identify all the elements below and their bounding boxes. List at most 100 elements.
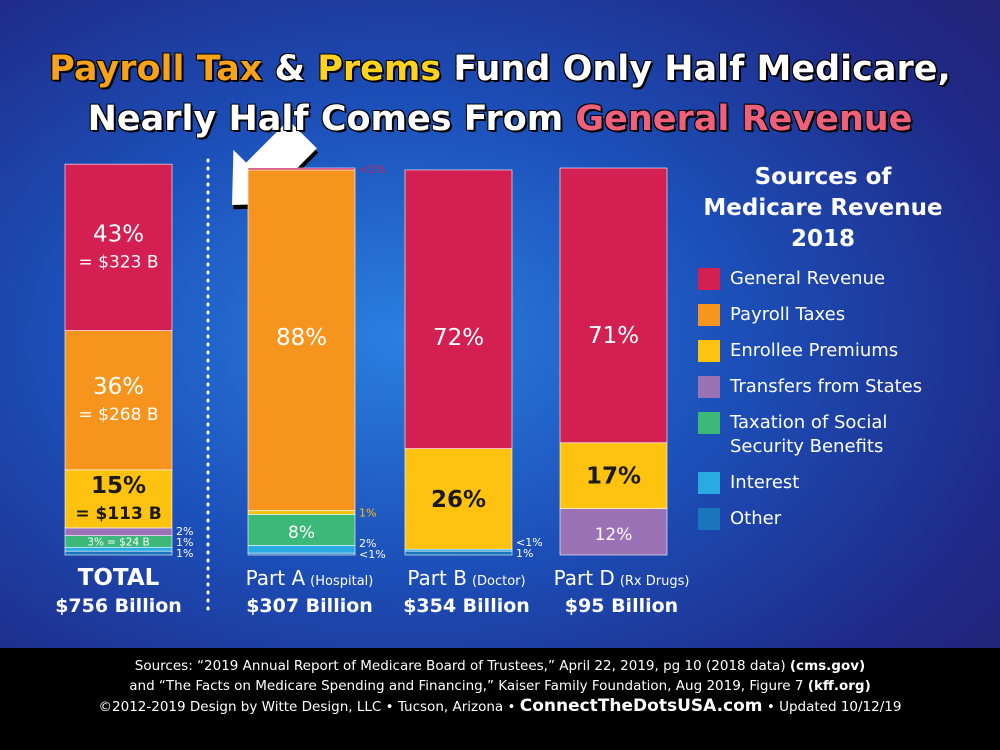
bar-segment (247, 167, 356, 171)
bar-segment (404, 550, 513, 556)
bar-segment (247, 169, 356, 511)
data-label: 1% (359, 506, 376, 519)
amount-label: = $323 B (79, 252, 159, 272)
legend-item: Interest (698, 471, 968, 495)
legend-swatch (698, 508, 720, 530)
legend-label: Taxation of Social Security Benefits (730, 412, 888, 457)
data-label: 2% (359, 537, 376, 550)
data-label-amount: = $24 B (107, 536, 150, 548)
category-label: TOTAL (78, 565, 160, 591)
data-label: 88% (276, 325, 327, 351)
footer: Sources: “2019 Annual Report of Medicare… (0, 648, 1000, 750)
category-label: Part B (Doctor) (407, 566, 525, 590)
data-label: 43% (93, 221, 144, 247)
title-part: Prems (317, 49, 442, 89)
data-label: <1% (516, 536, 543, 549)
data-label: 8% (288, 523, 315, 543)
title-line: Payroll Tax & Prems Fund Only Half Medic… (0, 44, 1000, 94)
legend-swatch (698, 304, 720, 326)
title-part: General Revenue (575, 99, 913, 139)
category-total: $354 Billion (403, 595, 530, 617)
category-total: $95 Billion (565, 595, 678, 617)
bar-segment (559, 167, 668, 444)
legend-item: Transfers from States (698, 375, 968, 399)
source-line: Sources: “2019 Annual Report of Medicare… (0, 656, 1000, 676)
legend: Sources of Medicare Revenue 2018 General… (698, 162, 968, 543)
bar-segment (404, 448, 513, 550)
title-part: Fund Only Half Medicare, (441, 49, 951, 89)
bar-segment (64, 527, 173, 536)
data-label: 1% (176, 547, 193, 560)
category-note: (Doctor) (472, 574, 526, 589)
data-label: 17% (586, 464, 641, 490)
legend-label: Payroll Taxes (730, 304, 846, 325)
title-part: Nearly Half Comes From (87, 99, 576, 139)
bar-segment (247, 514, 356, 546)
data-label: 12% (595, 525, 633, 545)
legend-label: General Revenue (730, 268, 886, 289)
legend-label: Enrollee Premiums (730, 340, 899, 361)
title: Payroll Tax & Prems Fund Only Half Medic… (0, 44, 1000, 144)
amount-label: = $113 B (75, 504, 161, 524)
bar-segment (559, 508, 668, 556)
legend-swatch (698, 412, 720, 434)
data-label: 71% (588, 323, 639, 349)
legend-item: Taxation of Social Security Benefits (698, 411, 968, 459)
source-line: ©2012-2019 Design by Witte Design, LLC •… (0, 696, 1000, 717)
category-total: $756 Billion (55, 595, 182, 617)
bar-segment (404, 169, 513, 449)
category-total: $307 Billion (246, 595, 373, 617)
source-part: (kff.org) (807, 678, 871, 694)
data-label: 15% (91, 473, 146, 499)
source-part: ConnectTheDotsUSA.com (519, 696, 763, 716)
amount-label: = $268 B (79, 405, 159, 425)
source-line: and “The Facts on Medicare Spending and … (0, 676, 1000, 696)
legend-label: Other (730, 508, 782, 529)
category-note: (Rx Drugs) (620, 574, 690, 589)
legend-swatch (698, 376, 720, 398)
title-part: & (262, 49, 318, 89)
source-part: Sources: “2019 Annual Report of Medicare… (134, 658, 790, 674)
legend-label: Transfers from States (730, 376, 923, 397)
data-label: 36% (93, 374, 144, 400)
data-label: 72% (433, 325, 484, 351)
data-label: 3% = $24 B (87, 536, 149, 548)
legend-item: Other (698, 507, 968, 531)
bar-segment (247, 545, 356, 554)
bar-segment (247, 510, 356, 515)
data-label: <1% (359, 548, 386, 561)
data-label: 1% (516, 547, 533, 560)
title-part: Payroll Tax (49, 49, 263, 89)
title-line: Nearly Half Comes From General Revenue (0, 94, 1000, 144)
data-label: 2% (176, 525, 193, 538)
source-part: (cms.gov) (789, 658, 866, 674)
source-part: ©2012-2019 Design by Witte Design, LLC •… (98, 699, 520, 715)
legend-title: Sources of Medicare Revenue 2018 (703, 164, 943, 252)
source-part: • Updated 10/12/19 (762, 699, 902, 715)
legend-item: Payroll Taxes (698, 303, 968, 327)
data-label: <1% (359, 163, 386, 176)
category-label: Part D (Rx Drugs) (554, 566, 690, 590)
data-label-value: 3% (87, 536, 104, 548)
bar-segment (559, 442, 668, 509)
bar-segment (64, 163, 173, 331)
category-name: Part A (246, 566, 306, 590)
category-name: Part D (554, 566, 615, 590)
bar-segment (64, 469, 173, 529)
legend-item: Enrollee Premiums (698, 339, 968, 363)
category-name: Part B (407, 566, 467, 590)
chart: 1%1%3% = $24 B2%15%= $113 B36%= $268 B43%… (55, 124, 690, 617)
legend-label: Interest (730, 472, 800, 493)
source-part: and “The Facts on Medicare Spending and … (129, 678, 808, 694)
bar-segment (64, 550, 173, 556)
data-label: 1% (176, 536, 193, 549)
category-name: TOTAL (78, 565, 160, 591)
legend-swatch (698, 472, 720, 494)
category-label: Part A (Hospital) (246, 566, 374, 590)
category-note: (Hospital) (310, 574, 373, 589)
legend-swatch (698, 340, 720, 362)
legend-swatch (698, 268, 720, 290)
legend-item: General Revenue (698, 267, 968, 291)
data-label: 26% (431, 487, 486, 513)
